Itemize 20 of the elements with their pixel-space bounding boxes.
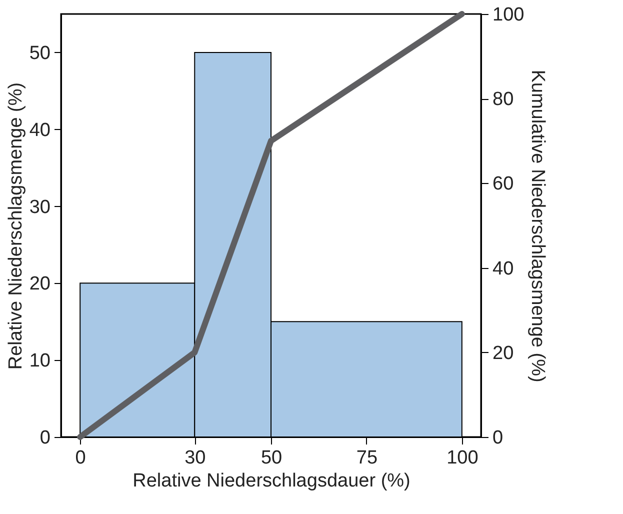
x-tick-label: 30 (184, 448, 206, 468)
y-tick-label: 30 (29, 196, 50, 218)
y2-tick-label: 60 (492, 174, 514, 195)
y2-tick-label: 80 (492, 89, 514, 110)
y-tick-label: 40 (29, 120, 50, 141)
y2-tick-label: 100 (492, 4, 524, 26)
x-tick-label: 75 (356, 448, 378, 468)
y2-tick-label: 0 (492, 428, 504, 448)
y2-axis-title: Kumulative Niederschlagsmenge (%) (527, 70, 548, 382)
y-tick-label: 10 (29, 350, 50, 372)
y-axis-title: Relative Niederschlagsmenge (%) (5, 82, 26, 370)
y-tick-label: 0 (40, 428, 50, 448)
x-tick-label: 0 (75, 448, 86, 468)
y-tick-label: 20 (29, 274, 50, 295)
y2-tick-label: 40 (492, 258, 514, 280)
y2-tick-label: 20 (492, 342, 514, 364)
x-tick-label: 50 (260, 448, 282, 468)
y-tick-label: 50 (29, 42, 50, 64)
x-tick-label: 100 (446, 448, 478, 468)
x-axis-title: Relative Niederschlagsdauer (%) (132, 470, 410, 492)
